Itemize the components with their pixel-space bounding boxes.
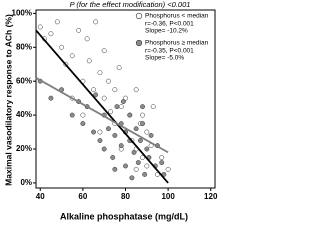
y-tick-label: 0% [20,178,32,187]
point [101,146,107,152]
point [48,31,54,37]
point [112,166,118,172]
point [84,36,90,42]
legend-stat: Slope= -5.0% [145,55,184,62]
point [80,121,86,127]
point [165,166,171,172]
point [142,171,148,177]
point [86,58,92,64]
legend-marker [135,39,143,47]
point [97,138,103,143]
legend-label: Phosphorus < median [145,13,209,20]
point [144,163,150,169]
point [112,87,118,93]
point [91,87,96,93]
legend-stat: Slope= -10.2% [145,28,188,35]
y-tick-label: 20% [16,144,32,153]
point [133,166,139,172]
point [140,121,145,127]
point [114,104,120,110]
x-tick-label: 80 [121,192,130,201]
point [118,143,124,149]
point [69,112,75,118]
x-tick-label: 60 [78,192,87,201]
point [159,160,165,166]
point [106,126,111,132]
point [140,112,145,118]
point [150,104,156,110]
point [48,95,54,101]
point [133,87,139,93]
point [112,132,118,138]
x-tick-label: 40 [36,192,45,201]
chart: P (for the effect modification) <0.001 A… [3,0,218,221]
point [106,78,111,84]
point [123,163,128,169]
point [101,48,107,54]
point [80,112,86,118]
y-tick-label: 80% [16,42,32,51]
point [97,129,103,135]
point [54,19,60,25]
y-tick-label: 60% [16,76,32,85]
point [108,109,114,115]
y-tick-label: 100% [12,8,32,17]
y-tick-label: 40% [16,110,32,119]
legend-stat: r=-0.35, P<0.001 [145,48,194,55]
chart-title: P (for the effect modification) <0.001 [70,0,191,9]
legend-stat: r=-0.36, P<0.001 [145,21,194,28]
y-axis-label: Maximal vasodilatory response to ACh (%) [3,14,13,186]
point [127,112,133,118]
x-tick-label: 120 [204,192,218,201]
point [159,155,165,160]
point [91,129,96,135]
point [76,27,82,33]
point [140,104,145,110]
fit-line [35,77,169,154]
point [131,149,137,155]
point [69,53,75,59]
x-tick-label: 100 [161,192,175,201]
point [144,129,150,135]
point [140,155,145,160]
point [110,155,116,160]
point [59,44,65,50]
point [144,146,150,152]
x-axis-label: Alkaline phosphatase (mg/dL) [60,211,188,221]
point [135,160,141,166]
point [97,70,103,76]
point [101,95,107,101]
point [93,92,99,98]
point [93,19,99,25]
point [133,126,139,132]
point [116,65,122,71]
point [118,104,124,110]
point [148,132,154,138]
legend-marker [135,12,143,20]
fit-line [35,29,169,184]
point [137,138,143,143]
point [37,24,43,30]
point [120,99,126,104]
point [129,175,135,181]
legend-label: Phosphorus ≥ median [145,40,209,47]
